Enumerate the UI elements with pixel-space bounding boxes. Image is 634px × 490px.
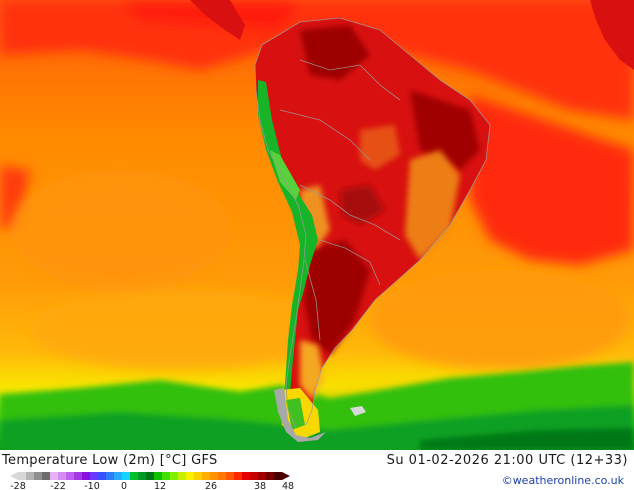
temperature-map	[0, 0, 634, 450]
chile-fjords	[274, 388, 326, 442]
legend-swatch	[106, 472, 115, 480]
legend-arrow-right	[282, 472, 290, 480]
valid-time: Su 01-02-2026 21:00 UTC (12+33)	[386, 453, 628, 468]
legend-tick-label: -28	[10, 481, 26, 490]
legend-swatch	[66, 472, 75, 480]
legend-swatch	[162, 472, 171, 480]
legend-swatch	[218, 472, 227, 480]
legend-tick-label: 38	[254, 481, 266, 490]
legend-tick-label: 0	[121, 481, 127, 490]
legend-swatch	[210, 472, 219, 480]
map-title: Temperature Low (2m) [°C] GFS	[2, 453, 218, 468]
weather-map	[0, 0, 634, 450]
legend-swatch	[202, 472, 211, 480]
legend-arrow-left	[10, 472, 18, 480]
legend-swatch	[50, 472, 59, 480]
hot-ocean-zones	[0, 0, 634, 265]
legend-tick-label: 12	[154, 481, 166, 490]
legend-swatch	[98, 472, 107, 480]
site-credit[interactable]: ©weatheronline.co.uk	[501, 474, 624, 487]
central-america-land	[190, 0, 245, 40]
map-footer: Temperature Low (2m) [°C] GFS Su 01-02-2…	[0, 450, 634, 490]
legend-swatch	[122, 472, 131, 480]
color-legend: -28 -22 -10 0 12 26 38 48	[10, 472, 294, 490]
legend-swatch	[42, 472, 51, 480]
legend-swatch	[114, 472, 123, 480]
legend-swatch	[130, 472, 139, 480]
legend-swatch	[26, 472, 35, 480]
legend-swatch	[58, 472, 67, 480]
legend-swatch	[18, 472, 27, 480]
legend-tick-label: -10	[84, 481, 100, 490]
cold-southern-ocean	[0, 362, 634, 450]
legend-swatch	[90, 472, 99, 480]
legend-swatch	[74, 472, 83, 480]
africa-land	[590, 0, 634, 70]
legend-swatch	[146, 472, 155, 480]
legend-swatch	[82, 472, 91, 480]
legend-swatch	[34, 472, 43, 480]
legend-tick-label: 26	[205, 481, 217, 490]
legend-swatch	[194, 472, 203, 480]
country-borders	[254, 17, 491, 429]
legend-swatch	[226, 472, 235, 480]
legend-swatch	[234, 472, 243, 480]
legend-tick-label: -22	[50, 481, 66, 490]
legend-swatch	[170, 472, 179, 480]
falkland-islands	[350, 406, 366, 416]
legend-swatch	[154, 472, 163, 480]
legend-swatch	[242, 472, 251, 480]
legend-swatch	[186, 472, 195, 480]
legend-swatch	[250, 472, 259, 480]
legend-swatch	[178, 472, 187, 480]
legend-swatch	[274, 472, 283, 480]
legend-swatch	[266, 472, 275, 480]
legend-tick-label: 48	[282, 481, 294, 490]
legend-swatch	[138, 472, 147, 480]
legend-swatch	[258, 472, 267, 480]
